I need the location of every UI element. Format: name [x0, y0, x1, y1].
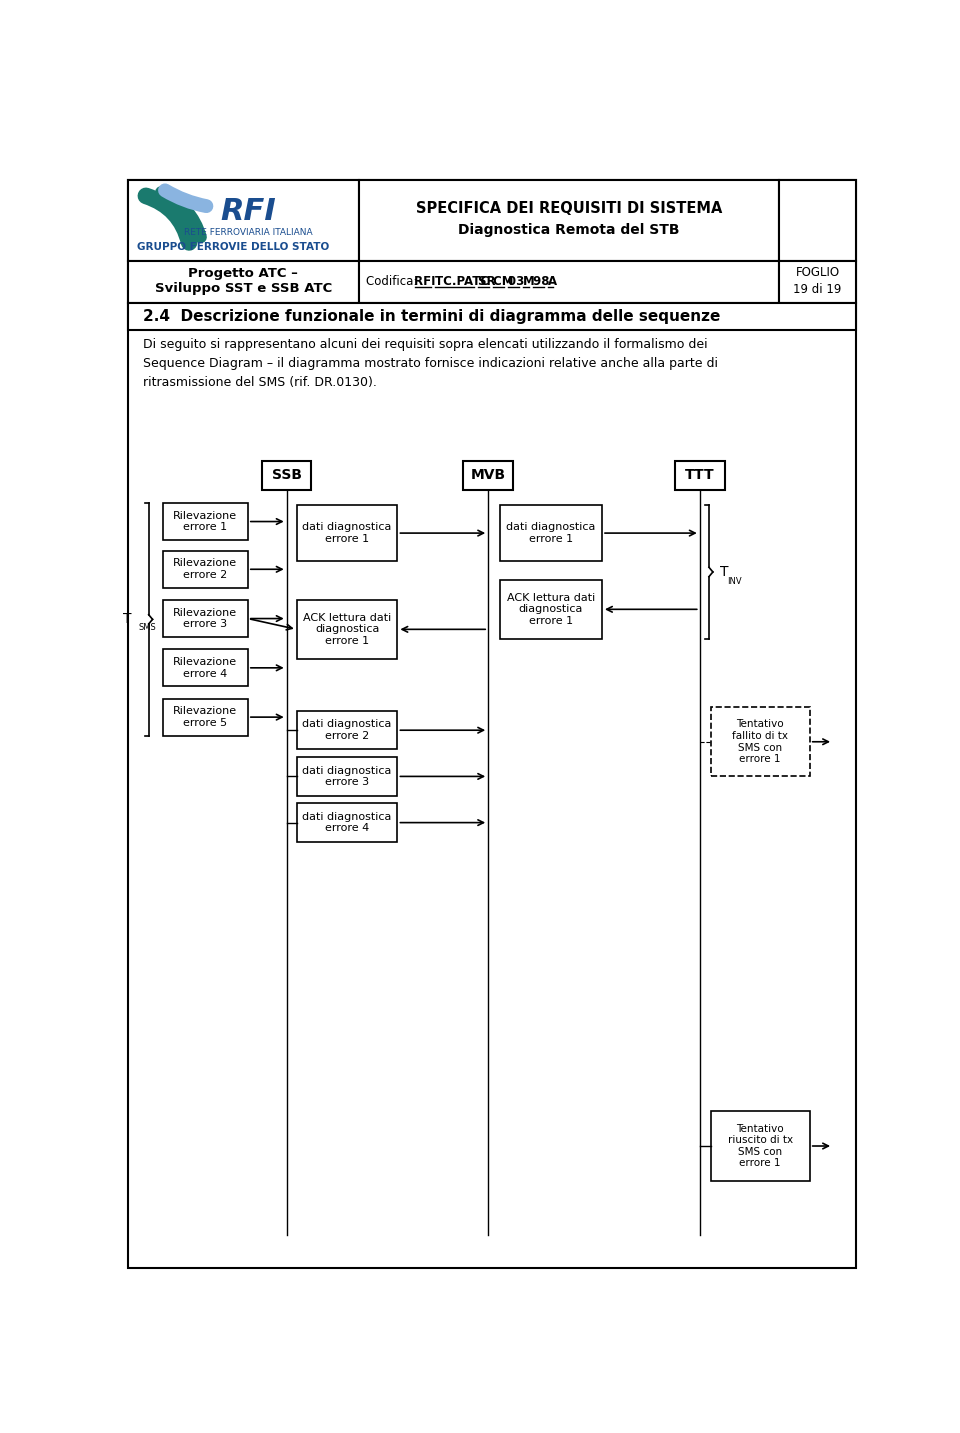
Text: dati diagnostica
errore 2: dati diagnostica errore 2: [302, 719, 392, 741]
Text: Tentativo
riuscito di tx
SMS con
errore 1: Tentativo riuscito di tx SMS con errore …: [728, 1123, 793, 1168]
Bar: [500, 506, 602, 560]
Text: GRUPPO FERROVIE DELLO STATO: GRUPPO FERROVIE DELLO STATO: [137, 242, 329, 252]
Bar: [779, 261, 856, 302]
FancyArrowPatch shape: [165, 191, 206, 206]
FancyArrowPatch shape: [146, 196, 189, 242]
Bar: [710, 1112, 809, 1181]
Text: Rilevazione
errore 1: Rilevazione errore 1: [173, 510, 237, 532]
Text: T: T: [720, 565, 729, 579]
Text: SR: SR: [478, 275, 500, 288]
Text: Tentativo
fallito di tx
SMS con
errore 1: Tentativo fallito di tx SMS con errore 1: [732, 719, 788, 764]
Bar: [162, 550, 248, 588]
Text: ACK lettura dati
diagnostica
errore 1: ACK lettura dati diagnostica errore 1: [507, 593, 595, 626]
Text: Di seguito si rappresentano alcuni dei requisiti sopra elencati utilizzando il f: Di seguito si rappresentano alcuni dei r…: [143, 338, 718, 388]
Text: Rilevazione
errore 5: Rilevazione errore 5: [173, 706, 237, 728]
Text: Rilevazione
errore 3: Rilevazione errore 3: [173, 608, 237, 629]
Bar: [297, 506, 397, 560]
Bar: [297, 711, 397, 749]
Text: dati diagnostica
errore 1: dati diagnostica errore 1: [302, 522, 392, 545]
Bar: [464, 461, 513, 490]
Text: MVB: MVB: [470, 469, 506, 483]
Text: Rilevazione
errore 2: Rilevazione errore 2: [173, 559, 237, 580]
Text: RFI: RFI: [221, 198, 276, 226]
Bar: [162, 600, 248, 638]
Text: 98: 98: [533, 275, 553, 288]
Text: Diagnostica Remota del STB: Diagnostica Remota del STB: [458, 222, 680, 236]
Text: Progetto ATC –
Sviluppo SST e SSB ATC: Progetto ATC – Sviluppo SST e SSB ATC: [155, 268, 332, 295]
Text: RETE FERROVIARIA ITALIANA: RETE FERROVIARIA ITALIANA: [183, 228, 312, 236]
Bar: [262, 461, 311, 490]
Text: 2.4  Descrizione funzionale in termini di diagramma delle sequenze: 2.4 Descrizione funzionale in termini di…: [143, 310, 721, 324]
Text: dati diagnostica
errore 3: dati diagnostica errore 3: [302, 765, 392, 787]
Bar: [675, 461, 725, 490]
Text: dati diagnostica
errore 1: dati diagnostica errore 1: [506, 522, 595, 545]
Text: Codifica:: Codifica:: [367, 275, 421, 288]
Text: M: M: [523, 275, 539, 288]
Bar: [297, 757, 397, 795]
Bar: [779, 179, 856, 261]
Bar: [162, 699, 248, 735]
Bar: [162, 503, 248, 540]
Bar: [710, 706, 809, 777]
Text: T: T: [123, 612, 132, 626]
Text: A: A: [547, 275, 561, 288]
Bar: [128, 302, 856, 330]
Bar: [500, 580, 602, 639]
Text: SSB: SSB: [272, 469, 301, 483]
Text: 19 di 19: 19 di 19: [793, 284, 842, 297]
Bar: [297, 600, 397, 659]
FancyArrowPatch shape: [161, 192, 201, 236]
Text: TC.PATC: TC.PATC: [435, 275, 493, 288]
Text: ACK lettura dati
diagnostica
errore 1: ACK lettura dati diagnostica errore 1: [303, 613, 392, 646]
Text: 03: 03: [508, 275, 529, 288]
Text: SPECIFICA DEI REQUISITI DI SISTEMA: SPECIFICA DEI REQUISITI DI SISTEMA: [416, 202, 722, 216]
Text: RFI: RFI: [415, 275, 440, 288]
Bar: [359, 261, 779, 302]
Text: FOGLIO: FOGLIO: [796, 265, 840, 278]
Text: CM: CM: [493, 275, 517, 288]
Bar: [128, 261, 359, 302]
Bar: [359, 179, 779, 261]
Text: Rilevazione
errore 4: Rilevazione errore 4: [173, 658, 237, 679]
Text: TTT: TTT: [684, 469, 714, 483]
Text: SMS: SMS: [138, 623, 156, 632]
Text: INV: INV: [727, 576, 741, 586]
Bar: [162, 649, 248, 686]
Text: dati diagnostica
errore 4: dati diagnostica errore 4: [302, 813, 392, 834]
Bar: [128, 179, 359, 261]
Bar: [297, 804, 397, 841]
